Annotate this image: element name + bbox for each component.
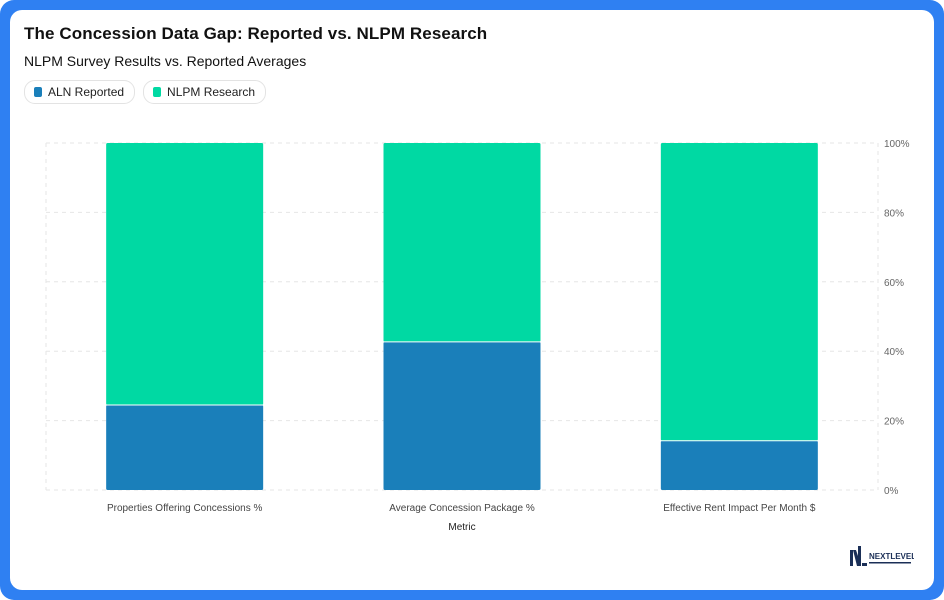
- legend-swatch-nlpm-research: [153, 87, 162, 97]
- legend-label-aln-reported: ALN Reported: [48, 85, 125, 99]
- bar-nlpm-research-1[interactable]: [383, 143, 541, 342]
- legend: ALN Reported NLPM Research: [24, 80, 267, 104]
- x-tick-label: Properties Offering Concessions %: [107, 503, 263, 514]
- x-tick-label: Effective Rent Impact Per Month $: [663, 503, 816, 514]
- x-tick-label: Average Concession Package %: [389, 503, 535, 514]
- y-tick-label: 60%: [884, 278, 904, 289]
- y-tick-label: 80%: [884, 208, 904, 219]
- bar-nlpm-research-0[interactable]: [106, 143, 264, 405]
- logo-mark-icon: [850, 546, 867, 566]
- bar-aln-reported-2[interactable]: [660, 440, 818, 490]
- logo-text: NEXTLEVEL: [869, 552, 914, 561]
- nextlevel-logo: NEXTLEVEL: [850, 546, 914, 566]
- logo-underline: [869, 562, 911, 564]
- legend-swatch-aln-reported: [34, 87, 42, 97]
- y-tick-label: 100%: [884, 139, 910, 150]
- y-tick-label: 40%: [884, 347, 904, 358]
- bar-nlpm-research-2[interactable]: [660, 143, 818, 441]
- y-tick-label: 20%: [884, 417, 904, 428]
- bar-aln-reported-1[interactable]: [383, 341, 541, 490]
- legend-label-nlpm-research: NLPM Research: [167, 85, 256, 99]
- chart-subtitle: NLPM Survey Results vs. Reported Average…: [24, 53, 307, 69]
- legend-item-aln-reported[interactable]: ALN Reported: [24, 80, 136, 104]
- bar-aln-reported-0[interactable]: [106, 404, 264, 490]
- y-tick-label: 0%: [884, 486, 899, 497]
- chart-title: The Concession Data Gap: Reported vs. NL…: [24, 24, 488, 43]
- x-axis-label: Metric: [448, 522, 475, 533]
- legend-item-nlpm-research[interactable]: NLPM Research: [143, 80, 267, 104]
